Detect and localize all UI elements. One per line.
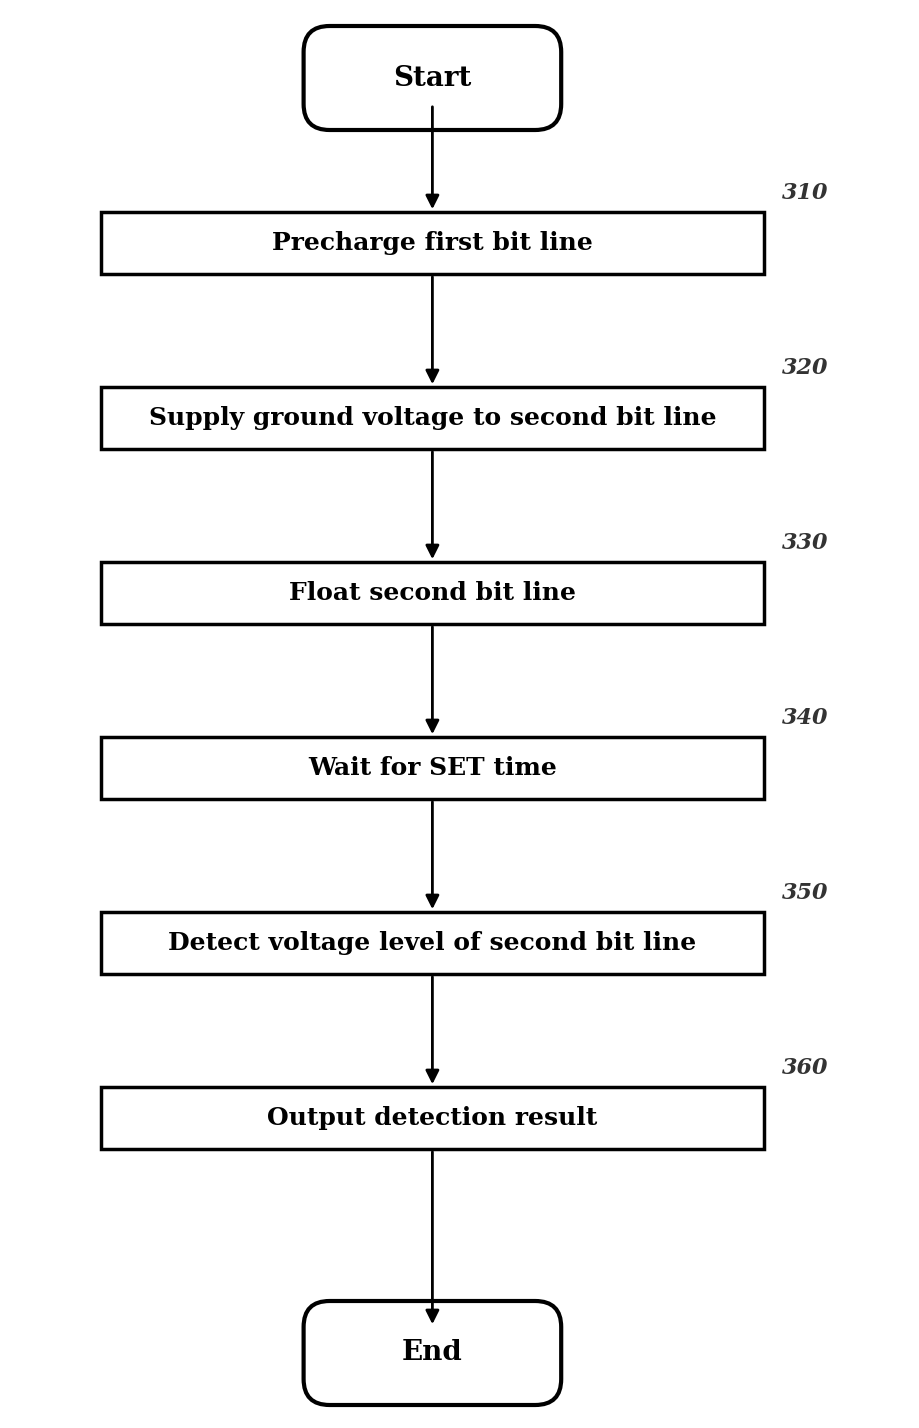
Text: 310: 310 [781,181,827,204]
Bar [101,912,763,974]
Text: 340: 340 [781,707,827,730]
Text: 360: 360 [781,1057,827,1080]
Text: 320: 320 [781,357,827,378]
Text: Precharge first bit line: Precharge first bit line [272,231,592,256]
Text: Supply ground voltage to second bit line: Supply ground voltage to second bit line [149,406,715,430]
Bar [101,737,763,800]
Bar [101,211,763,274]
Text: Output detection result: Output detection result [267,1107,596,1130]
Bar [101,1087,763,1150]
Text: Float second bit line: Float second bit line [289,581,575,605]
Text: Detect voltage level of second bit line: Detect voltage level of second bit line [168,931,696,955]
Bar [101,563,763,624]
Text: 350: 350 [781,883,827,904]
Text: Wait for SET time: Wait for SET time [308,755,556,780]
Bar [101,387,763,448]
Text: 330: 330 [781,533,827,554]
FancyBboxPatch shape [303,26,561,130]
Text: Start: Start [392,64,471,91]
Text: End: End [402,1339,462,1367]
FancyBboxPatch shape [303,1301,561,1405]
